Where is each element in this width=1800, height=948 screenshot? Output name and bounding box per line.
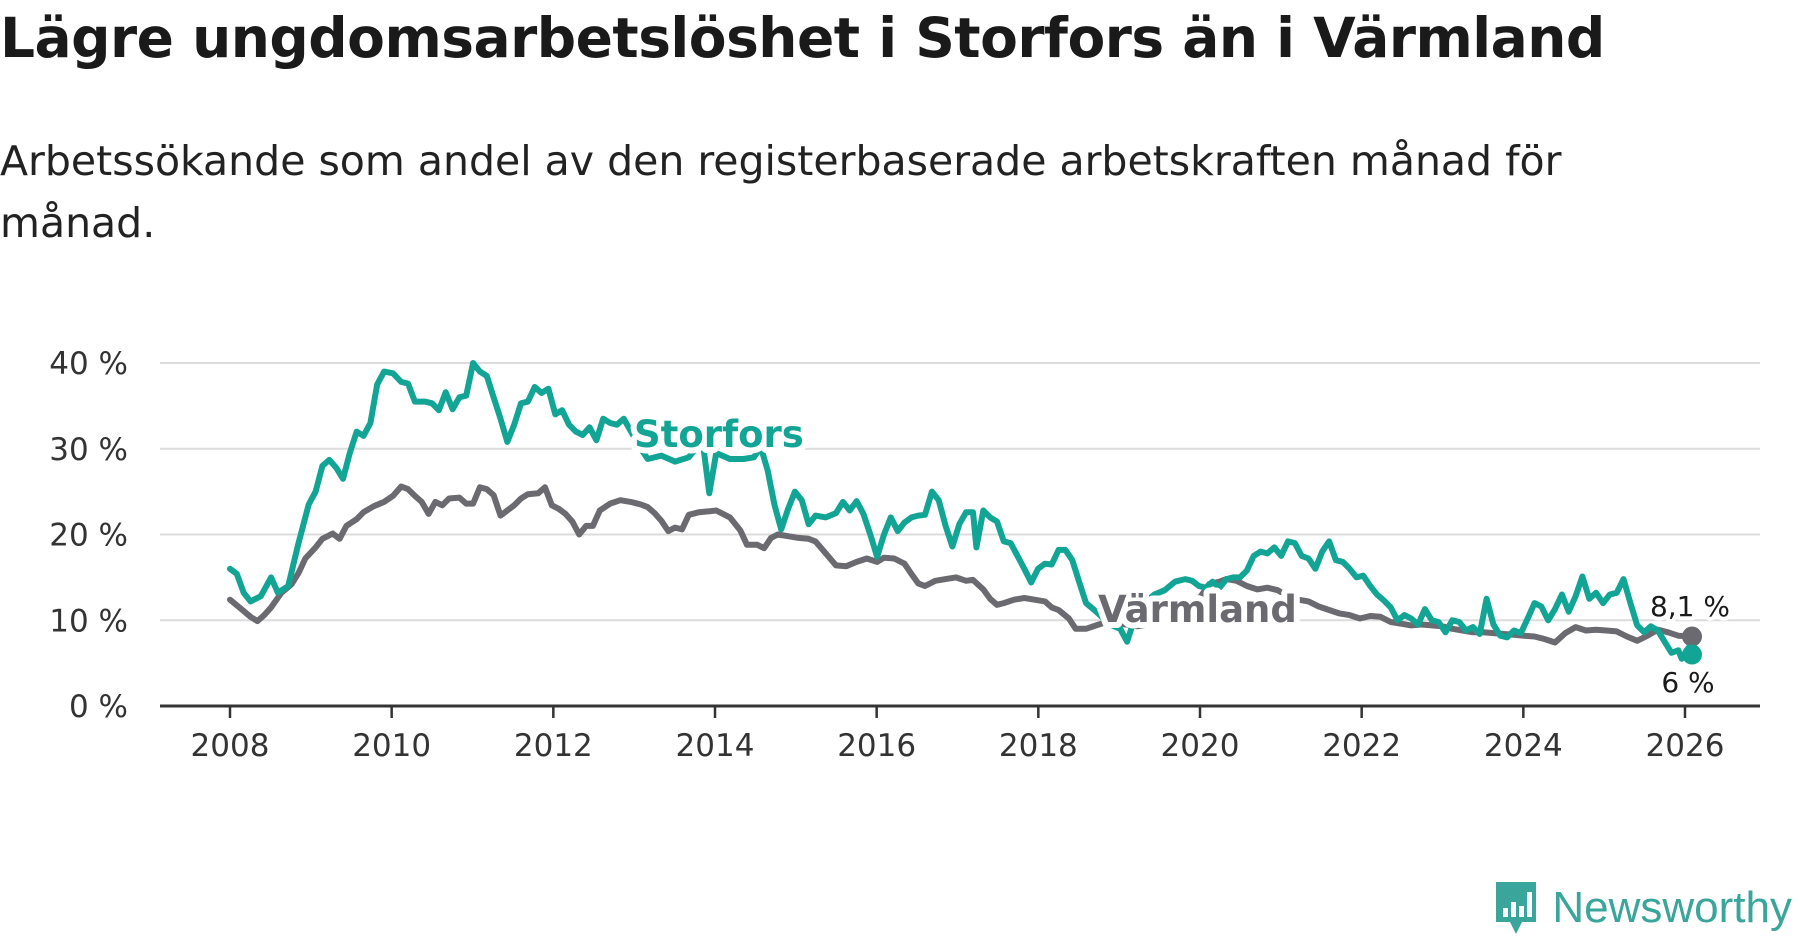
y-tick-label: 20 % bbox=[49, 518, 128, 554]
end-label-storfors: 6 % bbox=[1661, 666, 1714, 699]
x-tick-label: 2010 bbox=[352, 728, 431, 764]
end-label-storfors-halo: 6 % bbox=[1661, 666, 1714, 699]
x-axis: 2008 2010 2012 2014 2016 2018 2020 2022 2024 2026 bbox=[160, 704, 1760, 764]
chart-title: Lägre ungdomsarbetslöshet i Storfors än … bbox=[0, 6, 1605, 70]
end-label-varmland: 8,1 % bbox=[1650, 590, 1730, 623]
series-label-varmland: Värmland bbox=[1098, 588, 1297, 631]
y-tick-label: 30 % bbox=[49, 432, 128, 468]
x-tick-label: 2016 bbox=[837, 728, 916, 764]
brand: Newsworthy bbox=[1492, 878, 1792, 938]
brand-name: Newsworthy bbox=[1552, 883, 1792, 932]
newsworthy-logo-icon bbox=[1496, 882, 1537, 934]
y-axis: 0 % 10 % 20 % 30 % 40 % bbox=[49, 346, 128, 725]
y-tick-label: 0 % bbox=[69, 689, 128, 725]
y-tick-label: 40 % bbox=[49, 346, 128, 382]
series-line-varmland bbox=[227, 483, 1695, 646]
chart-subtitle: Arbetssökande som andel av den registerb… bbox=[0, 137, 1562, 247]
series-line-storfors bbox=[227, 360, 1695, 662]
x-tick-label: 2026 bbox=[1646, 728, 1725, 764]
x-tick-label: 2012 bbox=[514, 728, 593, 764]
x-tick-label: 2018 bbox=[999, 728, 1078, 764]
x-tick-label: 2024 bbox=[1484, 728, 1563, 764]
x-tick-label: 2008 bbox=[191, 728, 270, 764]
series-end-marker bbox=[1682, 626, 1702, 647]
x-tick-label: 2022 bbox=[1322, 728, 1401, 764]
series-lines bbox=[227, 360, 1702, 665]
y-tick-label: 10 % bbox=[49, 603, 128, 639]
series-label-varmland-halo: Värmland bbox=[1098, 588, 1297, 631]
series-end-marker bbox=[1682, 644, 1702, 665]
series-label-storfors-halo: Storfors bbox=[634, 413, 804, 456]
series-label-storfors: Storfors bbox=[634, 413, 804, 456]
end-label-varmland-halo: 8,1 % bbox=[1650, 590, 1730, 623]
x-tick-label: 2020 bbox=[1161, 728, 1240, 764]
x-tick-label: 2014 bbox=[676, 728, 755, 764]
